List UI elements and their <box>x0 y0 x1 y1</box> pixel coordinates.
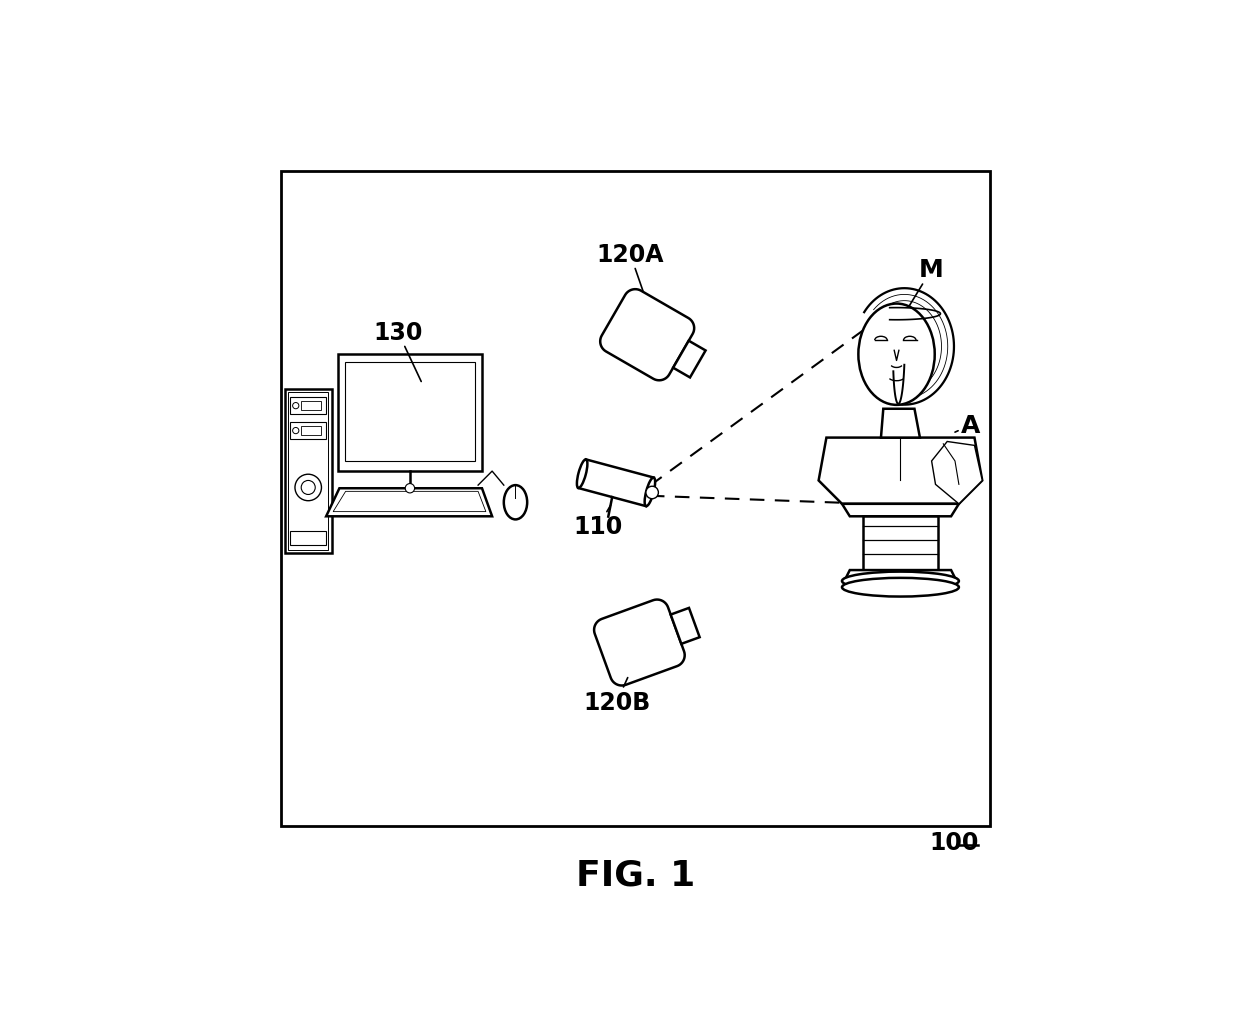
FancyBboxPatch shape <box>337 355 482 471</box>
Ellipse shape <box>645 478 655 507</box>
Polygon shape <box>842 504 959 517</box>
Polygon shape <box>600 290 694 381</box>
Circle shape <box>293 403 299 409</box>
Circle shape <box>295 475 321 501</box>
Ellipse shape <box>577 460 588 488</box>
Circle shape <box>301 481 315 495</box>
Ellipse shape <box>503 485 527 520</box>
Polygon shape <box>931 442 982 504</box>
Ellipse shape <box>858 304 935 405</box>
Polygon shape <box>818 438 982 504</box>
Ellipse shape <box>842 572 959 590</box>
Text: A: A <box>955 413 981 438</box>
Text: 100: 100 <box>929 830 978 854</box>
Ellipse shape <box>842 578 959 596</box>
Text: 120A: 120A <box>596 243 663 292</box>
Bar <box>301 427 321 436</box>
Polygon shape <box>844 570 956 581</box>
Text: 110: 110 <box>573 506 622 539</box>
Text: 130: 130 <box>373 320 423 382</box>
Polygon shape <box>671 609 699 644</box>
Bar <box>345 363 475 461</box>
Text: M: M <box>906 258 944 312</box>
Circle shape <box>293 428 299 435</box>
Text: 120B: 120B <box>583 678 651 714</box>
Circle shape <box>646 486 658 499</box>
Bar <box>301 401 321 410</box>
Bar <box>288 393 329 550</box>
Text: FIG. 1: FIG. 1 <box>575 858 696 892</box>
Bar <box>281 172 990 826</box>
Bar <box>290 423 326 440</box>
Polygon shape <box>594 600 684 685</box>
FancyBboxPatch shape <box>285 390 331 553</box>
Polygon shape <box>673 342 706 378</box>
Polygon shape <box>334 492 486 513</box>
Bar <box>290 397 326 415</box>
Polygon shape <box>326 488 492 517</box>
Circle shape <box>405 484 414 493</box>
Bar <box>863 517 937 570</box>
Bar <box>290 532 326 546</box>
Polygon shape <box>880 409 920 438</box>
